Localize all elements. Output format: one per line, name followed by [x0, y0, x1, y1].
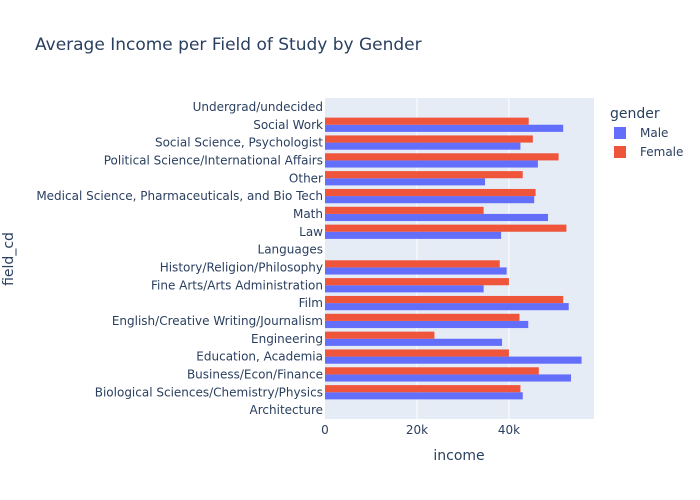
bar-male[interactable] [325, 178, 486, 186]
y-tick-label: Business/Econ/Finance [187, 367, 323, 381]
bar-female[interactable] [325, 171, 523, 179]
bar-male[interactable] [325, 320, 529, 329]
bar-male[interactable] [325, 213, 549, 222]
bar-male[interactable] [325, 267, 507, 275]
legend-swatch-male[interactable] [614, 127, 626, 139]
bar-female[interactable] [325, 349, 509, 357]
bar-female[interactable] [325, 206, 484, 214]
bar-female[interactable] [325, 117, 529, 125]
y-tick-label: Engineering [251, 332, 323, 346]
bar-male[interactable] [325, 374, 572, 382]
bar-female[interactable] [325, 135, 533, 143]
bars [325, 117, 582, 400]
plot-background [325, 98, 594, 419]
y-tick-label: Math [293, 207, 323, 221]
y-tick-label: Social Science, Psychologist [155, 136, 323, 150]
x-tick-labels: 0 20k 40k [321, 423, 520, 437]
y-tick-label: Political Science/International Affairs [104, 153, 323, 167]
legend-title: gender [610, 106, 660, 122]
bar-male[interactable] [325, 285, 484, 293]
legend-label-female[interactable]: Female [640, 145, 683, 159]
bar-female[interactable] [325, 313, 520, 321]
bar-female[interactable] [325, 331, 435, 339]
bar-female[interactable] [325, 153, 559, 161]
bar-male[interactable] [325, 231, 502, 239]
y-axis-title: field_cd [1, 232, 17, 286]
bar-male[interactable] [325, 392, 523, 400]
y-tick-label: Medical Science, Pharmaceuticals, and Bi… [36, 189, 323, 203]
bar-male[interactable] [325, 338, 503, 346]
x-axis-title: income [433, 448, 484, 464]
x-tick-label: 40k [498, 423, 520, 437]
y-tick-label: Undergrad/undecided [193, 100, 323, 114]
bar-male[interactable] [325, 303, 569, 311]
bar-male[interactable] [325, 124, 564, 132]
y-tick-label: English/Creative Writing/Journalism [112, 314, 323, 328]
bar-female[interactable] [325, 295, 564, 304]
legend-label-male[interactable]: Male [640, 126, 668, 140]
bar-female[interactable] [325, 278, 509, 286]
grid-lines [416, 98, 510, 419]
bar-female[interactable] [325, 385, 521, 393]
bar-female[interactable] [325, 260, 500, 268]
bar-male[interactable] [325, 142, 521, 150]
y-tick-label: Other [289, 171, 323, 185]
y-tick-label: Fine Arts/Arts Administration [151, 278, 323, 292]
y-tick-labels: Architecture Biological Sciences/Chemistr… [36, 100, 323, 417]
bar-male[interactable] [325, 160, 538, 168]
y-tick-label: Architecture [250, 403, 323, 417]
bar-male[interactable] [325, 196, 535, 204]
y-tick-label: Film [299, 296, 323, 310]
x-tick-label: 0 [321, 423, 329, 437]
legend-swatch-female[interactable] [614, 146, 626, 158]
legend[interactable]: gender Male Female [610, 106, 683, 159]
x-tick-label: 20k [406, 423, 428, 437]
bar-female[interactable] [325, 224, 567, 232]
chart-title: Average Income per Field of Study by Gen… [35, 35, 422, 55]
y-tick-label: Law [299, 225, 323, 239]
bar-female[interactable] [325, 367, 539, 375]
y-tick-label: Social Work [253, 118, 323, 132]
y-tick-label: Languages [258, 243, 323, 257]
y-tick-label: Biological Sciences/Chemistry/Physics [95, 385, 323, 399]
bar-male[interactable] [325, 356, 582, 364]
bar-female[interactable] [325, 188, 536, 197]
y-tick-label: History/Religion/Philosophy [160, 260, 323, 274]
y-tick-label: Education, Academia [196, 350, 323, 364]
